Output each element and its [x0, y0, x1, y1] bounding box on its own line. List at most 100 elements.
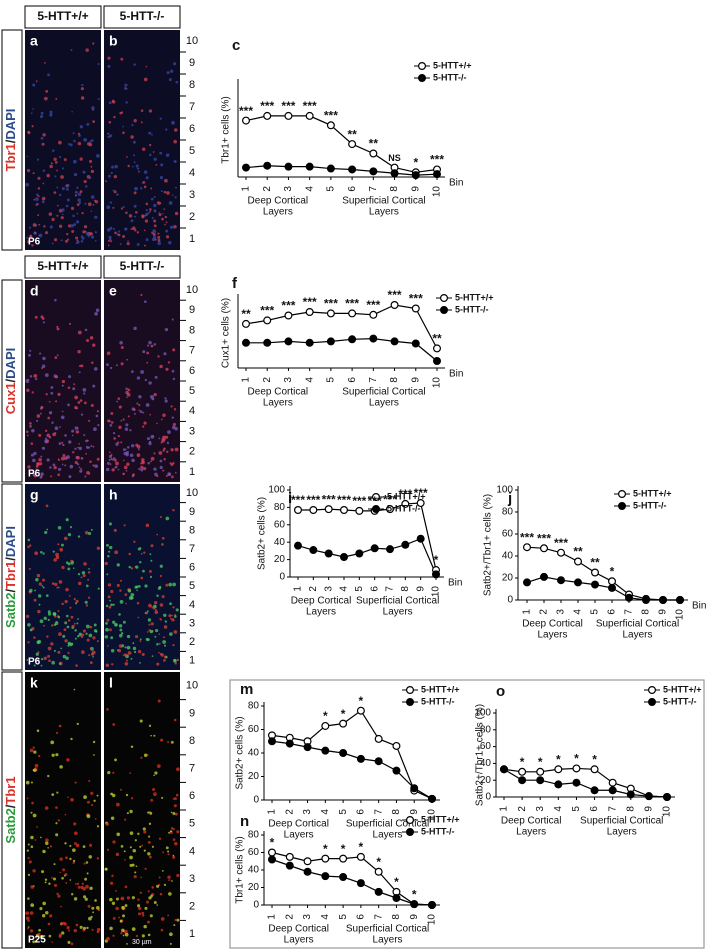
cell	[74, 406, 78, 410]
cell	[70, 737, 73, 741]
cell	[118, 633, 123, 638]
cell	[72, 848, 76, 852]
cell	[47, 618, 50, 622]
cell	[53, 612, 57, 616]
series-line	[298, 502, 437, 571]
cell	[133, 119, 137, 123]
cell	[154, 610, 159, 615]
cell	[160, 928, 164, 932]
cell	[165, 516, 170, 521]
x-tick-label: 5	[590, 609, 601, 615]
cell	[43, 225, 46, 228]
cell	[153, 219, 157, 223]
cell	[84, 185, 88, 188]
cell	[49, 845, 53, 848]
cell	[77, 330, 82, 335]
cell	[29, 588, 33, 592]
data-point	[522, 578, 531, 587]
x-axis-label: Bin	[449, 369, 463, 380]
cell	[87, 578, 90, 581]
cell	[138, 409, 141, 412]
cell	[159, 515, 162, 519]
data-point	[556, 576, 565, 585]
cell	[165, 153, 170, 157]
cell	[92, 740, 96, 744]
data-point	[608, 786, 617, 795]
cell	[143, 421, 147, 425]
cell	[115, 364, 118, 367]
cell	[30, 885, 35, 889]
cell	[120, 845, 124, 848]
cell	[106, 708, 109, 711]
cell	[151, 886, 154, 889]
cell	[35, 197, 39, 201]
data-point	[268, 848, 277, 857]
cell	[95, 414, 99, 418]
cell	[107, 583, 112, 587]
cell	[36, 193, 39, 196]
cell	[40, 664, 43, 667]
cell	[108, 522, 112, 526]
significance-label: ***	[239, 104, 253, 118]
data-point	[263, 161, 272, 170]
cell	[51, 753, 55, 757]
cell	[40, 111, 44, 115]
cell	[124, 858, 126, 861]
cell	[120, 419, 123, 422]
cell	[135, 934, 139, 938]
cell	[164, 178, 168, 183]
layer-number: 3	[189, 873, 195, 885]
cell	[112, 431, 116, 435]
cell	[94, 239, 97, 242]
cell	[139, 891, 142, 894]
cell	[172, 812, 176, 815]
cell	[50, 740, 55, 745]
cell	[69, 526, 73, 529]
legend-label: 5-HTT-/-	[433, 72, 467, 82]
cell	[139, 561, 142, 564]
x-tick-label: 1	[499, 806, 510, 812]
cell	[83, 225, 88, 229]
cell	[50, 386, 54, 389]
cell	[51, 421, 54, 424]
cell	[66, 926, 70, 930]
cell	[37, 176, 41, 180]
cell	[77, 132, 81, 135]
data-point	[294, 506, 303, 515]
cell	[29, 375, 33, 378]
cell	[109, 423, 113, 427]
cell	[137, 616, 140, 619]
cell	[116, 563, 120, 567]
cell	[108, 451, 111, 454]
cell	[82, 629, 86, 633]
cell	[63, 922, 67, 926]
cell	[42, 182, 45, 185]
cell	[54, 175, 57, 178]
layer-number: 3	[189, 617, 195, 629]
cell	[33, 664, 36, 667]
cell	[59, 426, 61, 428]
cell	[64, 813, 67, 816]
cell	[156, 201, 159, 204]
significance-label: *	[434, 553, 439, 567]
cell	[151, 845, 154, 848]
cell	[73, 928, 77, 933]
cell	[74, 842, 77, 845]
cell	[32, 746, 35, 749]
cell	[161, 418, 163, 421]
cell	[96, 794, 99, 797]
cell	[77, 463, 80, 466]
cell	[108, 420, 111, 423]
group-label: Superficial Cortical	[346, 819, 429, 830]
cell	[56, 791, 59, 794]
y-tick-label: 40	[480, 758, 492, 769]
cell	[43, 656, 47, 661]
cell	[75, 664, 78, 667]
cell	[34, 231, 37, 235]
cell	[54, 432, 57, 435]
stain-part: /	[3, 589, 18, 593]
group-label: Layers	[537, 630, 567, 641]
x-tick-label: 9	[409, 914, 420, 920]
cell	[110, 589, 114, 594]
cell	[114, 889, 117, 892]
